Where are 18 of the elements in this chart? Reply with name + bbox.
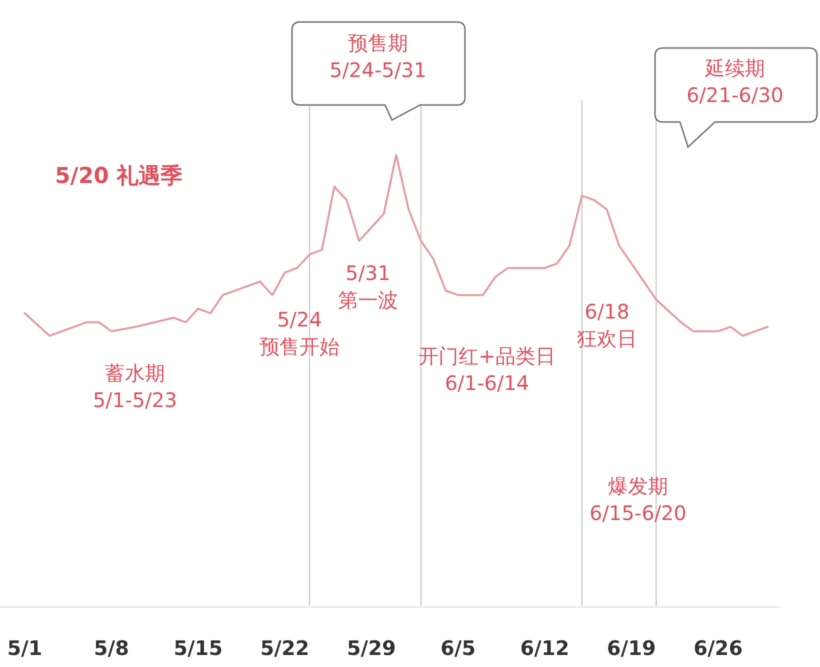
annotation: 开门红+品类日 6/1-6/14 xyxy=(418,344,556,395)
x-tick-label: 5/29 xyxy=(346,636,396,660)
x-tick-label: 5/1 xyxy=(7,636,42,660)
annotation: 5/31 第一波 xyxy=(338,261,398,312)
x-tick-label: 5/8 xyxy=(94,636,129,660)
annotation: 爆发期 6/15-6/20 xyxy=(589,474,687,525)
annotation: 预售期 5/24-5/31 xyxy=(291,21,466,121)
annotation: 蓄水期 5/1-5/23 xyxy=(92,361,178,412)
x-tick-label: 5/22 xyxy=(260,636,310,660)
x-tick-label: 6/12 xyxy=(520,636,570,660)
annotation: 延续期 6/21-6/30 xyxy=(654,47,818,148)
annotation: 5/20 礼遇季 xyxy=(55,164,183,189)
x-tick-label: 6/19 xyxy=(606,636,656,660)
x-tick-label: 6/26 xyxy=(694,636,743,660)
x-tick-label: 5/15 xyxy=(174,636,223,660)
annotation: 5/24 预售开始 xyxy=(260,307,340,358)
x-tick-label: 6/5 xyxy=(440,636,476,660)
annotation: 6/18 狂欢日 xyxy=(577,299,638,350)
